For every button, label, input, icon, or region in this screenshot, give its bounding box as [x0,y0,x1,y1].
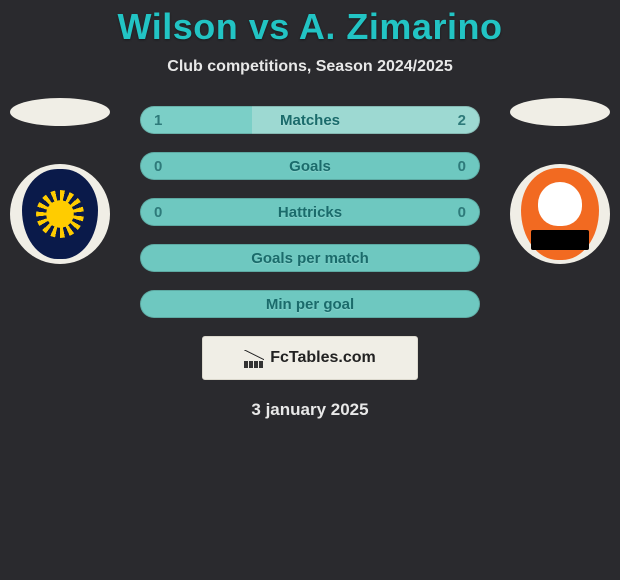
stat-bar: 0 Goals 0 [140,152,480,180]
stat-bar: 0 Hattricks 0 [140,198,480,226]
player-left-avatar [10,98,110,126]
stat-bar: 1 Matches 2 [140,106,480,134]
stat-value-left: 0 [154,204,162,221]
stat-label: Matches [280,112,340,129]
comparison-panel: 1 Matches 2 0 Goals 0 0 Hattricks 0 Goals per mat… [0,106,620,420]
stat-value-left: 0 [154,158,162,175]
stat-bar: Goals per match [140,244,480,272]
stat-label: Hattricks [278,204,342,221]
player-left-column [10,98,110,264]
stat-value-right: 0 [458,158,466,175]
stat-label: Min per goal [266,296,354,313]
club-badge-left [10,164,110,264]
club-crest-right [521,168,599,260]
date-text: 3 january 2025 [0,400,620,420]
brand-text: FcTables.com [270,349,376,367]
page-title: Wilson vs A. Zimarino [0,6,620,48]
stat-label: Goals per match [251,250,369,267]
club-crest-left [22,169,98,259]
brand-badge: FcTables.com [202,336,418,380]
stat-value-right: 0 [458,204,466,221]
stat-bars: 1 Matches 2 0 Goals 0 0 Hattricks 0 Goals per mat… [140,106,480,318]
player-right-column [510,98,610,264]
stat-value-left: 1 [154,112,162,129]
stat-bar: Min per goal [140,290,480,318]
page-subtitle: Club competitions, Season 2024/2025 [0,58,620,76]
brand-icon [244,348,264,368]
stat-value-right: 2 [458,112,466,129]
player-right-avatar [510,98,610,126]
stat-label: Goals [289,158,331,175]
club-badge-right [510,164,610,264]
